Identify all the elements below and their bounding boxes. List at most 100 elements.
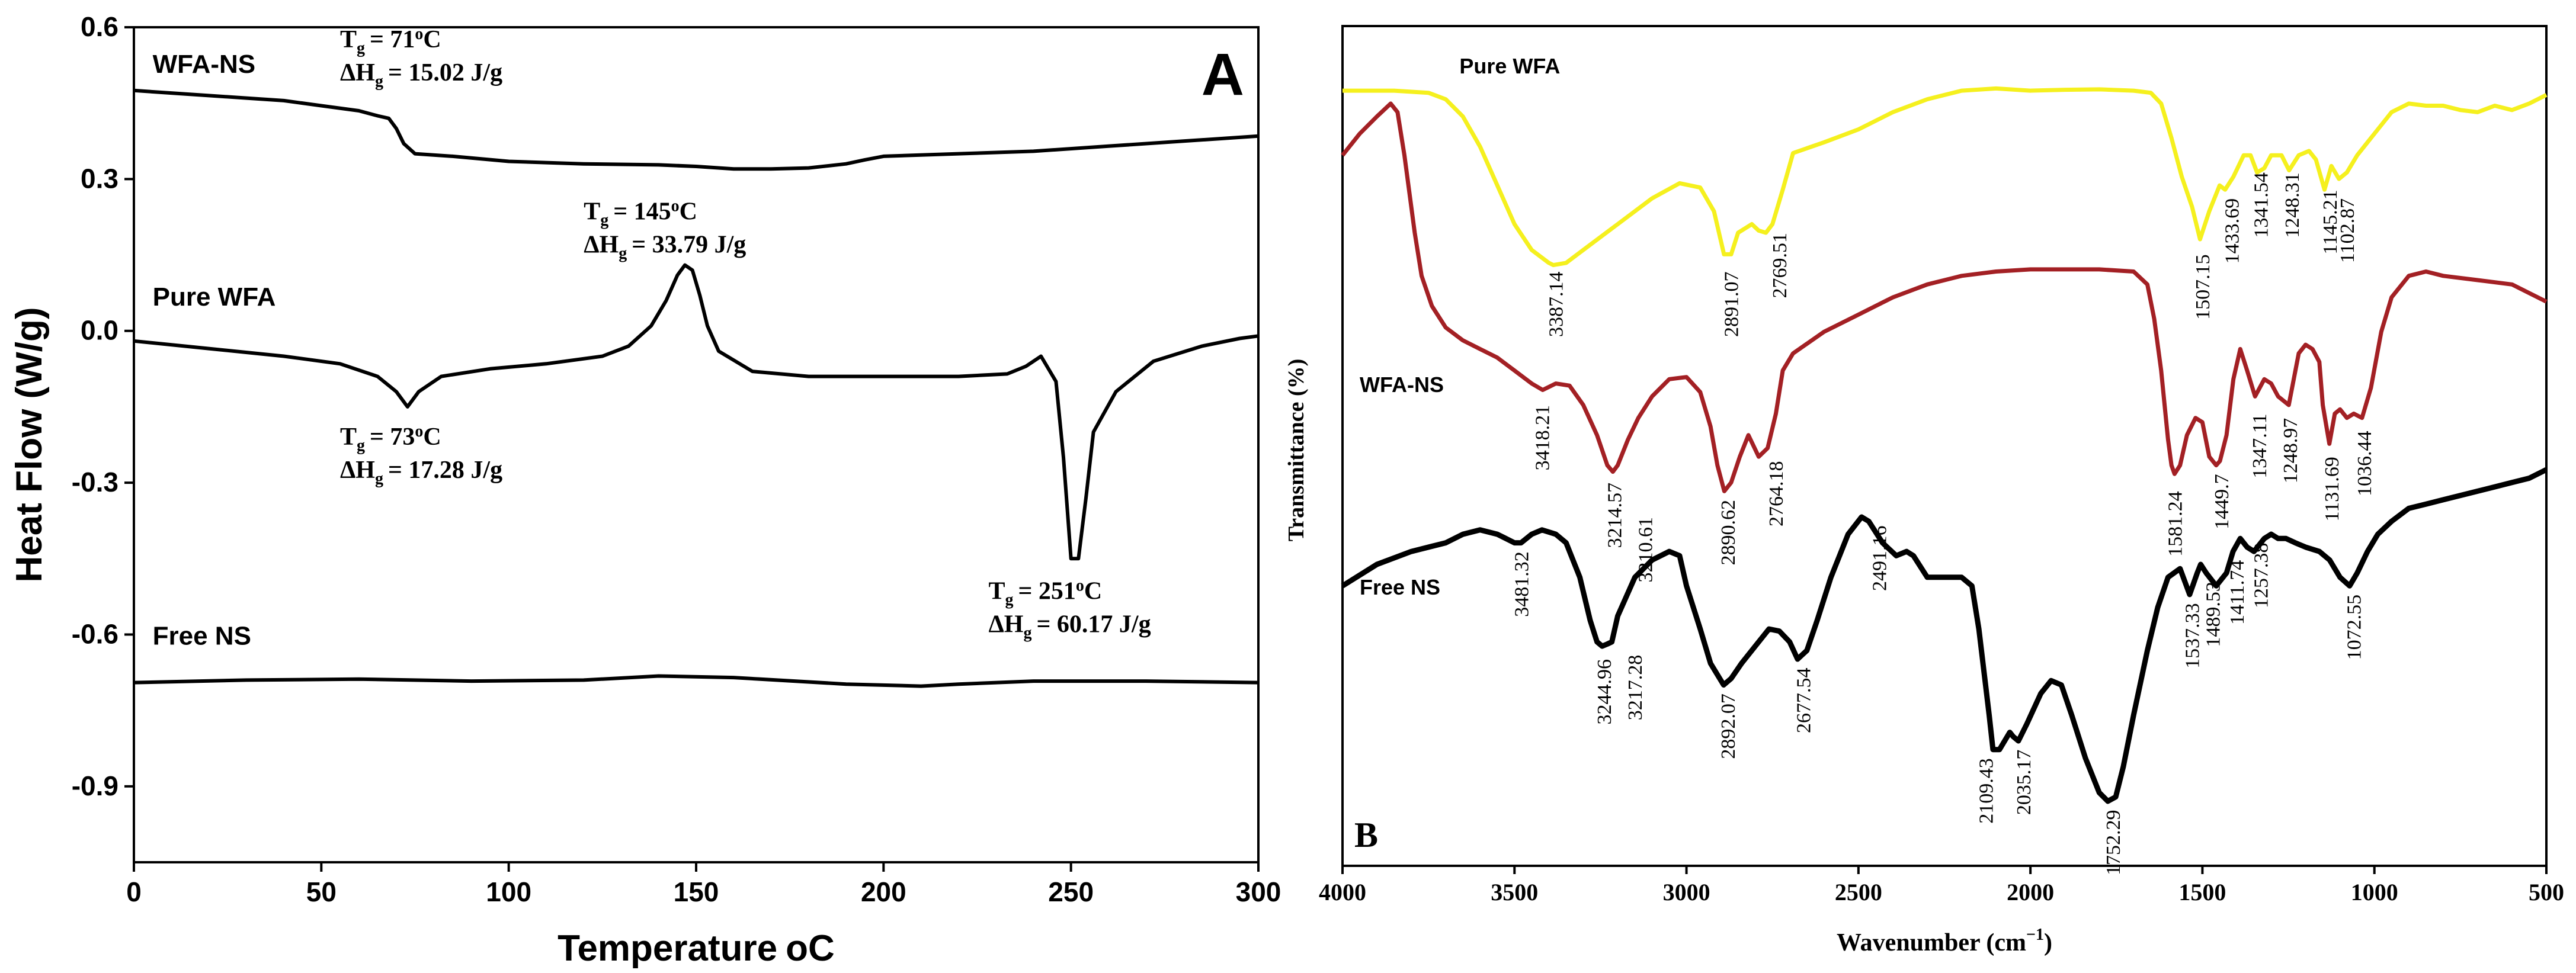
peak-label: 1036.44 (2354, 431, 2376, 496)
peak-label: 2769.51 (1769, 233, 1791, 298)
peak-label: 2109.43 (1975, 758, 1997, 824)
peak-label: 3210.61 (1635, 517, 1657, 583)
peak-label: 1537.33 (2182, 603, 2204, 669)
peak-label: 2764.18 (1766, 461, 1787, 526)
panel-a-x-tick-label: 200 (861, 876, 906, 907)
peak-label: 1341.54 (2251, 172, 2273, 238)
peak-label: 1248.97 (2280, 418, 2302, 484)
panel-b-x-axis-title-text: Wavenumber (cm (1837, 929, 2026, 956)
panel-a-x-tick-label: 150 (674, 876, 719, 907)
panel-a-plot-frame (133, 26, 1260, 863)
annotation-dh-line: ΔHg = 17.28 J/g (340, 457, 502, 488)
peak-label: 1507.15 (2192, 254, 2214, 320)
panel-b-x-tick-label: 2500 (1835, 879, 1882, 905)
panel-b-x-axis-suffix: ) (2044, 929, 2052, 956)
panel-b-x-tick-label: 3500 (1491, 879, 1538, 905)
panel-b-peak-labels: 3387.14 2891.07 2769.51 1507.15 1433.69 1341.… (1511, 172, 2375, 875)
peak-label: 2891.07 (1721, 272, 1743, 338)
peak-label: 2677.54 (1793, 668, 1815, 734)
panel-a-label-pure-wfa: Pure WFA (153, 282, 276, 312)
panel-a-x-tick-label: 100 (486, 876, 531, 907)
panel-a-series-pure-wfa (133, 263, 1259, 561)
peak-label: 1489.53 (2202, 582, 2224, 647)
panel-a-x-axis: 0 50 100 150 200 250 300 (126, 862, 1281, 907)
peak-label: 1102.87 (2337, 198, 2359, 263)
panel-b-series-free-ns (1341, 467, 2548, 804)
panel-b-letter: B (1354, 815, 1378, 855)
panel-a-series-free-ns (133, 674, 1259, 688)
panel-a-x-axis-title: Temperature oC (558, 928, 835, 969)
panel-b-x-tick-label: 1000 (2351, 879, 2398, 905)
panel-b-x-axis: 4000 3500 3000 2500 2000 1500 1000 500 (1319, 866, 2564, 905)
panel-b-label-wfa-ns: WFA-NS (1360, 372, 1444, 397)
peak-label: 1131.69 (2321, 457, 2343, 521)
annotation-tg-line: Tg = 145oC (584, 197, 697, 230)
panel-b-series-wfa-ns (1341, 101, 2548, 493)
panel-a-dsc-chart: 0.6 0.3 0.0 -0.3 -0.6 -0.9 0 50 100 150 200 250 300… (9, 11, 1281, 969)
panel-b-x-tick-label: 1500 (2178, 879, 2226, 905)
panel-a-label-free-ns: Free NS (153, 622, 251, 651)
annotation-tg-line: Tg = 73oC (340, 422, 441, 455)
annotation-dh-line: ΔHg = 60.17 J/g (988, 611, 1151, 643)
panel-b-y-axis-title: Transmittance (%) (1284, 359, 1309, 542)
peak-label: 1072.55 (2343, 595, 2365, 660)
panel-a-y-tick-label: -0.3 (72, 467, 118, 497)
peak-label: 1257.38 (2251, 543, 2273, 609)
annotation-tg-line: Tg = 71oC (340, 25, 441, 57)
panel-b-label-free-ns: Free NS (1360, 575, 1440, 599)
peak-label: 1347.11 (2249, 413, 2271, 478)
panel-b-ftir-chart: 4000 3500 3000 2500 2000 1500 1000 500 Pure WFA… (1284, 25, 2564, 956)
peak-label: 3214.57 (1604, 483, 1626, 548)
panel-b-x-tick-label: 4000 (1319, 879, 1366, 905)
panel-a-y-tick-label: -0.6 (72, 618, 118, 649)
panel-a-x-tick-label: 250 (1048, 876, 1094, 907)
panel-a-y-axis: 0.6 0.3 0.0 -0.3 -0.6 -0.9 (72, 11, 134, 801)
panel-a-series-labels: WFA-NS Pure WFA Free NS (153, 50, 276, 651)
panel-a-letter: A (1202, 41, 1244, 108)
peak-label: 1449.7 (2211, 474, 2233, 529)
peak-label: 2892.07 (1718, 693, 1739, 759)
panel-a-x-tick-label: 300 (1236, 876, 1281, 907)
panel-b-x-axis-sup: −1 (2026, 926, 2044, 944)
annotation-dh-line: ΔHg = 15.02 J/g (340, 59, 502, 91)
peak-label: 3244.96 (1594, 659, 1616, 725)
peak-label: 1248.31 (2282, 172, 2303, 238)
peak-label: 1433.69 (2221, 198, 2243, 264)
panel-a-label-wfa-ns: WFA-NS (153, 50, 256, 79)
panel-b-plot-frame (1341, 25, 2548, 867)
peak-label: 1411.74 (2226, 560, 2248, 625)
peak-label: 1752.29 (2103, 810, 2125, 876)
annotation-dh-line: ΔHg = 33.79 J/g (584, 232, 746, 263)
panel-b-x-tick-label: 3000 (1663, 879, 1710, 905)
panel-a-x-tick-label: 0 (126, 876, 142, 907)
panel-b-series-labels: Pure WFA WFA-NS Free NS (1360, 54, 1560, 599)
peak-label: 3418.21 (1531, 405, 1553, 471)
peak-label: 3387.14 (1546, 272, 1568, 338)
panel-b-series (1341, 86, 2548, 804)
peak-label: 2035.17 (2013, 750, 2035, 815)
panel-a-x-tick-label: 50 (306, 876, 337, 907)
panel-b-x-axis-title: Wavenumber (cm−1) (1837, 926, 2052, 956)
peak-label: 2491.16 (1869, 525, 1891, 591)
panel-a-x-axis-unit: oC (786, 928, 835, 969)
panel-a-y-tick-label: 0.3 (81, 163, 118, 194)
panel-a-series (133, 88, 1259, 688)
annotation-tg-line: Tg = 251oC (988, 577, 1102, 609)
panel-b-label-pure-wfa: Pure WFA (1459, 54, 1560, 78)
peak-label: 3481.32 (1511, 551, 1533, 616)
peak-label: 2890.62 (1718, 500, 1739, 566)
panel-a-y-axis-title: Heat Flow (W/g) (9, 307, 50, 583)
panel-a-y-tick-label: -0.9 (72, 770, 118, 801)
peak-label: 1145.21 (2319, 190, 2341, 254)
panel-b-x-tick-label: 500 (2529, 879, 2564, 905)
peak-label: 1581.24 (2165, 491, 2187, 557)
panel-a-x-axis-title-text: Temperature (558, 928, 777, 969)
panel-a-series-wfa-ns (133, 88, 1259, 171)
panel-b-series-pure-wfa (1343, 86, 2548, 268)
